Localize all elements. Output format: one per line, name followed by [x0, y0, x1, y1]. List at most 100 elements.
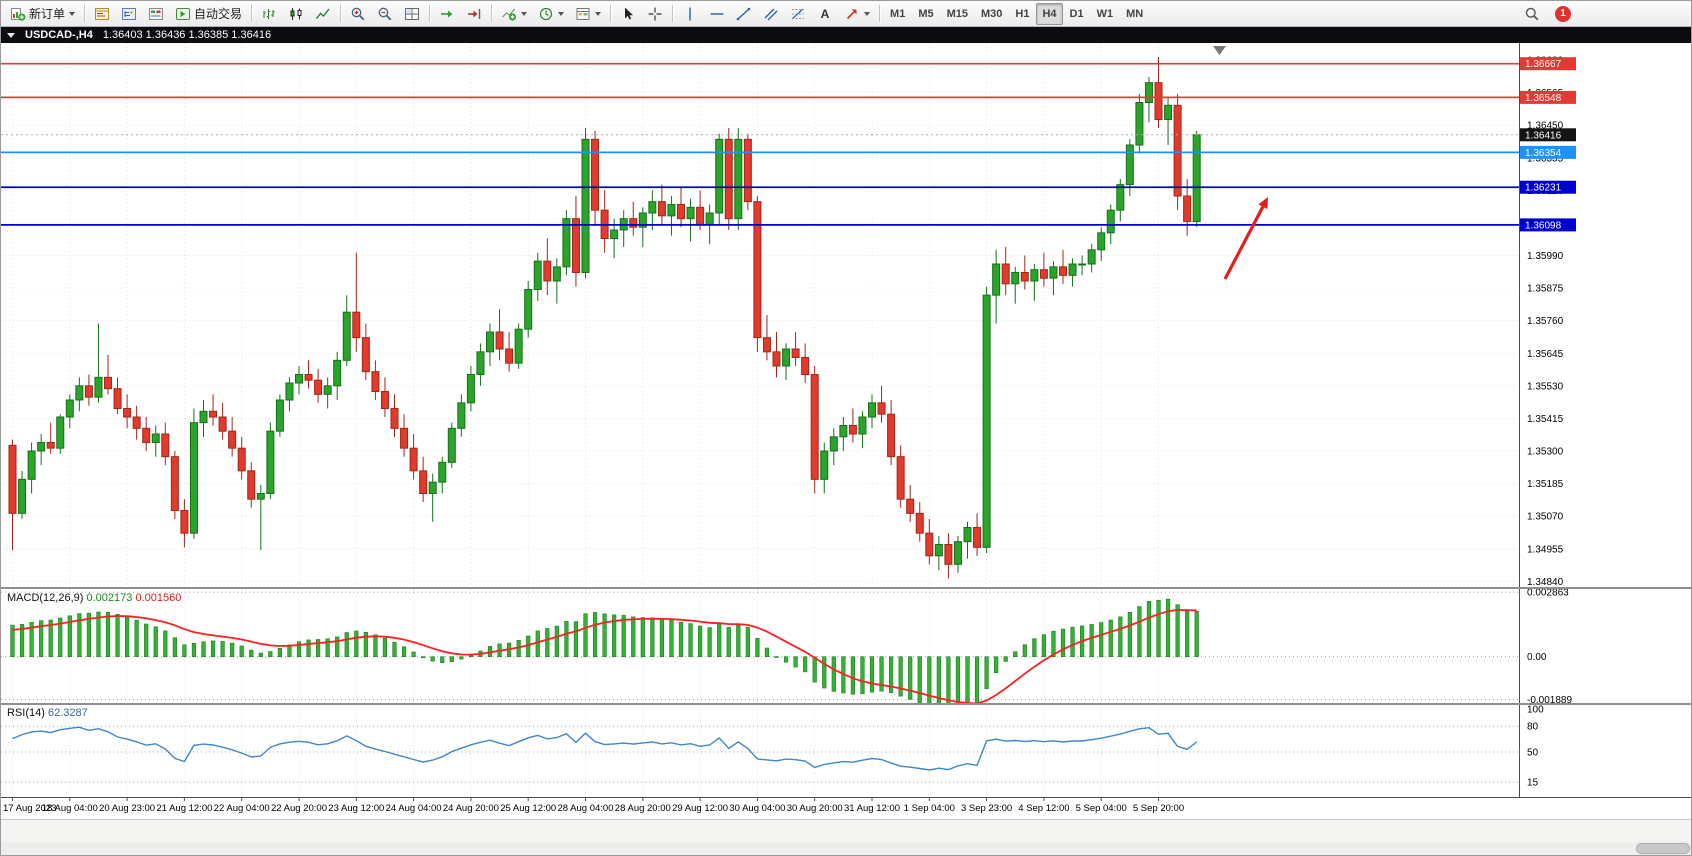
annotation-arrow-head — [1258, 197, 1268, 210]
main-chart-svg[interactable]: 1.366801.365651.364501.363351.362201.361… — [1, 43, 1692, 588]
market-watch-button[interactable] — [89, 3, 115, 25]
auto-scroll-icon — [439, 10, 453, 17]
horizontal-line-button[interactable] — [704, 3, 730, 25]
chart-ohlc-quote: 1.36403 1.36436 1.36385 1.36416 — [102, 29, 272, 41]
new-order-button[interactable]: 新订单 — [5, 3, 80, 25]
vertical-line-button[interactable] — [677, 3, 703, 25]
candlestick-chart-button[interactable] — [283, 3, 309, 25]
timeframe-m1-button[interactable]: M1 — [884, 3, 911, 25]
autotrading-button[interactable]: 自动交易 — [170, 3, 247, 25]
caret-down-icon — [558, 11, 565, 16]
svg-text:24 Aug 20:00: 24 Aug 20:00 — [443, 803, 499, 814]
svg-text:1.35990: 1.35990 — [1527, 251, 1564, 262]
channel-button[interactable] — [758, 3, 784, 25]
chart-shift-button[interactable] — [461, 3, 487, 25]
svg-text:17 Aug 2023: 17 Aug 2023 — [3, 803, 56, 814]
svg-text:4 Sep 12:00: 4 Sep 12:00 — [1018, 803, 1069, 814]
templates-button[interactable] — [570, 3, 606, 25]
text-tool-button[interactable]: A — [812, 3, 838, 25]
svg-text:1.36098: 1.36098 — [1525, 220, 1562, 231]
scrollbar-thumb[interactable] — [1636, 843, 1690, 854]
timeframe-m30-button[interactable]: M30 — [975, 3, 1008, 25]
svg-text:1.35875: 1.35875 — [1527, 284, 1564, 295]
svg-text:22 Aug 04:00: 22 Aug 04:00 — [214, 803, 270, 814]
search-button[interactable] — [1519, 3, 1545, 25]
crosshair-button[interactable] — [642, 3, 668, 25]
toolbar-separator — [610, 5, 612, 22]
indicators-button[interactable] — [496, 3, 532, 25]
macd-panel[interactable]: 0.002863 0.00 -0.001889 — [1, 588, 1692, 710]
bar-chart-button[interactable] — [256, 3, 282, 25]
horizontal-scrollbar[interactable] — [1, 842, 1691, 855]
svg-text:1.35760: 1.35760 — [1527, 316, 1564, 327]
auto-scroll-button[interactable] — [434, 3, 460, 25]
timeframe-h4-button[interactable]: H4 — [1036, 2, 1063, 25]
notifications-badge[interactable]: 1 — [1555, 5, 1571, 22]
tile-windows-button[interactable] — [399, 3, 425, 25]
caret-down-icon — [69, 11, 76, 16]
svg-text:1 Sep 04:00: 1 Sep 04:00 — [904, 803, 955, 814]
panel-splitter[interactable] — [1, 703, 1691, 705]
rsi-svg[interactable]: 100 80 50 15 — [1, 705, 1692, 797]
zoom-out-button[interactable] — [372, 3, 398, 25]
timeframe-h1-button[interactable]: H1 — [1009, 3, 1035, 25]
bar-chart-icon — [261, 6, 277, 22]
terminal-button[interactable] — [143, 3, 169, 25]
svg-text:1.35415: 1.35415 — [1527, 414, 1564, 425]
price-level-badge — [1520, 218, 1576, 232]
panel-splitter[interactable] — [1, 587, 1691, 589]
status-bar — [1, 819, 1691, 855]
svg-text:31 Aug 12:00: 31 Aug 12:00 — [844, 803, 900, 814]
timeframe-m15-button[interactable]: M15 — [941, 3, 974, 25]
rsi-panel[interactable]: 100 80 50 15 — [1, 705, 1692, 797]
terminal-icon — [148, 6, 164, 22]
shift-marker-icon[interactable] — [1213, 46, 1226, 55]
trendline-button[interactable] — [731, 3, 757, 25]
zoom-out-icon — [377, 6, 393, 22]
autotrading-label: 自动交易 — [194, 7, 243, 21]
price-level-badge — [1520, 90, 1576, 104]
annotation-arrow[interactable] — [1223, 205, 1265, 280]
toolbar-separator — [429, 5, 431, 22]
periods-clock-icon — [538, 6, 554, 22]
chart-menu-triangle-icon[interactable] — [7, 32, 15, 38]
fibonacci-button[interactable] — [785, 3, 811, 25]
price-level-badge — [1520, 145, 1576, 159]
svg-text:A: A — [821, 7, 830, 21]
cursor-button[interactable] — [615, 3, 641, 25]
svg-text:25 Aug 12:00: 25 Aug 12:00 — [500, 803, 556, 814]
svg-text:20 Aug 23:00: 20 Aug 23:00 — [99, 803, 155, 814]
indicators-icon — [501, 6, 517, 21]
svg-text:1.36667: 1.36667 — [1525, 59, 1562, 70]
timeframe-w1-button[interactable]: W1 — [1091, 3, 1120, 25]
svg-text:1.35645: 1.35645 — [1527, 349, 1564, 360]
time-axis[interactable]: 17 Aug 2023 18 Aug 04:00 20 Aug 23:00 21 Au… — [1, 797, 1692, 819]
svg-text:1.36416: 1.36416 — [1525, 130, 1562, 141]
zoom-in-button[interactable] — [345, 3, 371, 25]
macd-label: MACD(12,26,9) 0.002173 0.001560 — [7, 592, 181, 604]
timeframe-d1-button[interactable]: D1 — [1064, 3, 1090, 25]
svg-text:80: 80 — [1527, 722, 1539, 733]
timeframe-mn-button[interactable]: MN — [1120, 3, 1149, 25]
svg-text:1.35530: 1.35530 — [1527, 381, 1564, 392]
navigator-button[interactable] — [116, 3, 142, 25]
line-chart-button[interactable] — [310, 3, 336, 25]
chart-title-bar: USDCAD-,H4 1.36403 1.36436 1.36385 1.364… — [1, 27, 1691, 43]
svg-text:1.36450: 1.36450 — [1527, 121, 1564, 132]
vertical-line-icon — [682, 6, 698, 22]
periods-button[interactable] — [533, 3, 569, 25]
macd-svg[interactable]: 0.002863 0.00 -0.001889 — [1, 588, 1692, 710]
line-chart-icon — [315, 6, 331, 22]
arrows-tool-button[interactable] — [839, 3, 875, 25]
horizontal-line-icon — [709, 6, 725, 22]
svg-text:30 Aug 04:00: 30 Aug 04:00 — [729, 803, 785, 814]
current-price-badge — [1520, 128, 1576, 142]
navigator-icon — [121, 6, 137, 22]
timeframe-m5-button[interactable]: M5 — [912, 3, 939, 25]
fibonacci-icon — [790, 6, 805, 22]
macd-histogram — [10, 598, 1199, 710]
rsi-name: RSI(14) — [7, 707, 45, 719]
toolbar: 新订单 自动交易 A — [1, 1, 1691, 27]
main-chart-panel[interactable]: 1.366801.365651.364501.363351.362201.361… — [1, 43, 1692, 588]
